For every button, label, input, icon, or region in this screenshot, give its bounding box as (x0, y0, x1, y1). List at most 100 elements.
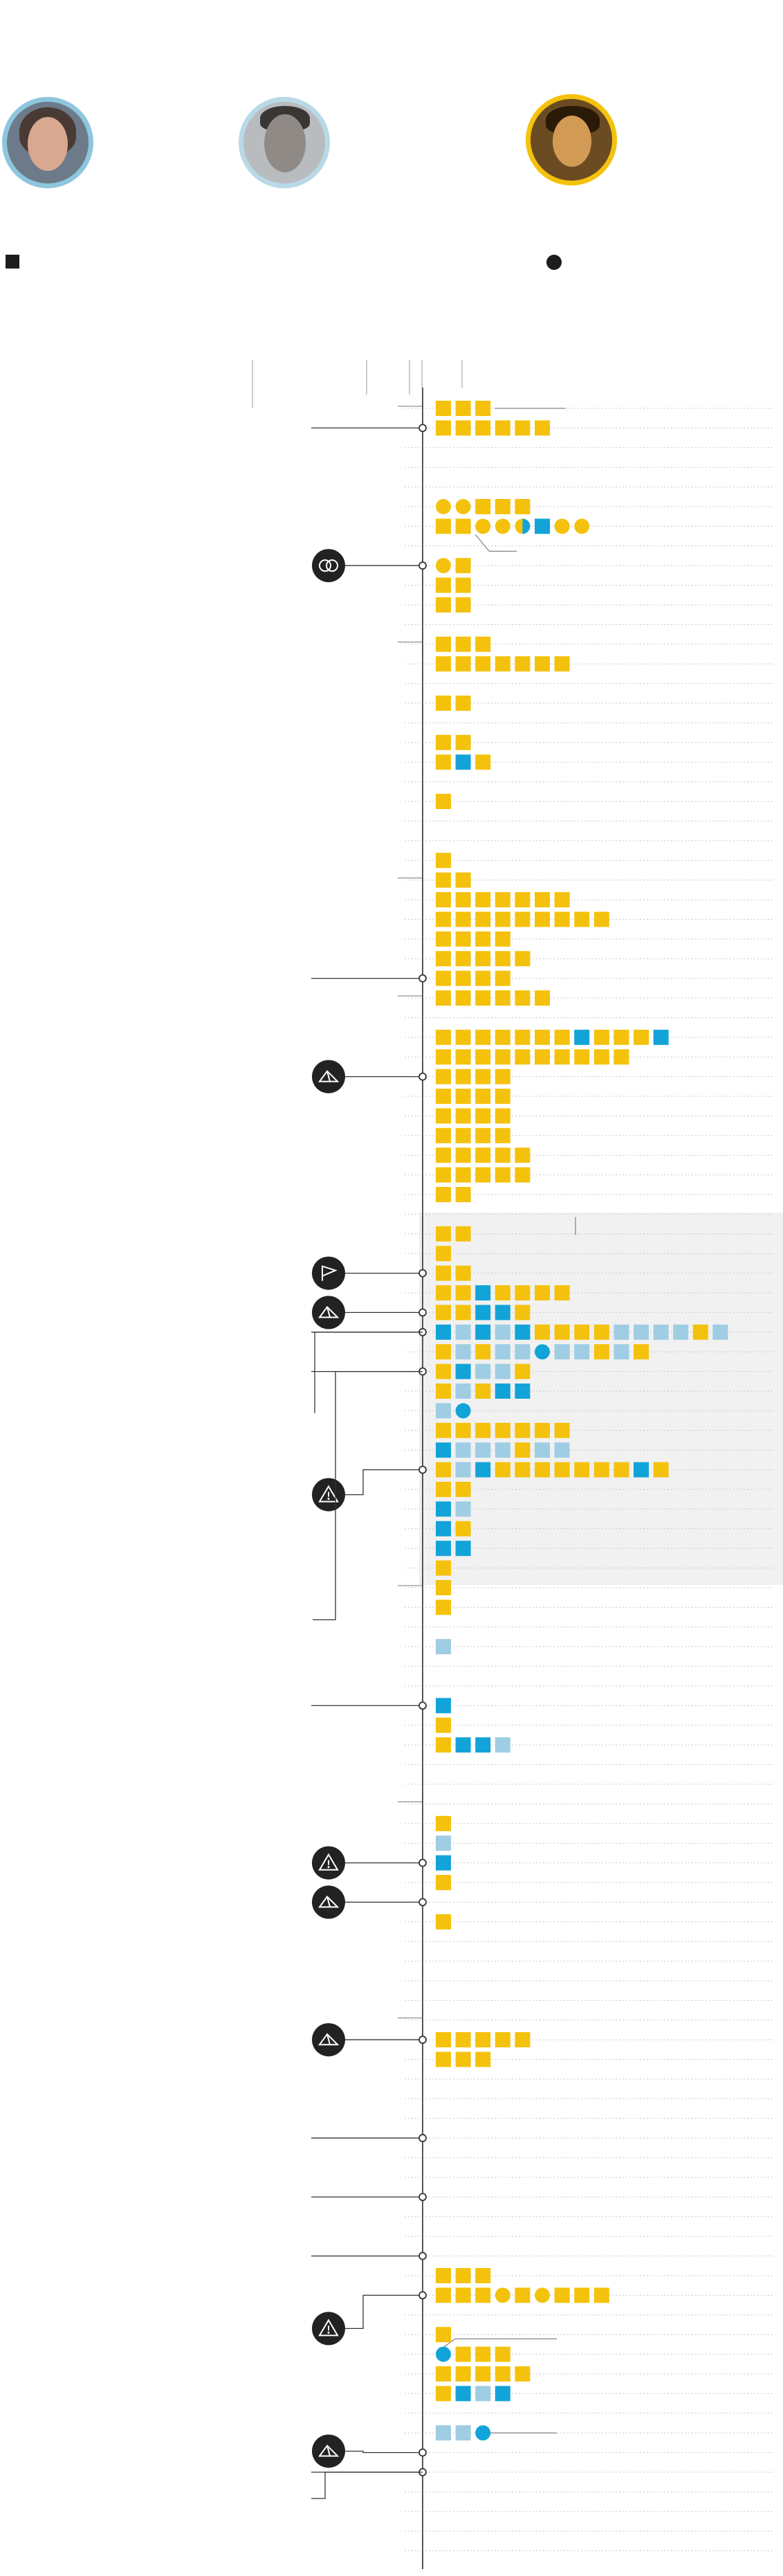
data-mark-square (475, 499, 491, 514)
data-mark-square (634, 1344, 649, 1360)
data-mark-square (436, 1855, 451, 1871)
data-mark-square (554, 1442, 570, 1458)
data-mark-square (436, 2287, 451, 2303)
data-mark-square (554, 1285, 570, 1300)
event-node (418, 1701, 427, 1710)
data-mark-square (436, 696, 451, 711)
data-mark-square (436, 1285, 451, 1300)
tent-glyph (318, 2033, 340, 2046)
data-mark-square (455, 1127, 471, 1143)
data-mark-circle (535, 2287, 550, 2303)
data-mark-square (436, 1639, 451, 1655)
data-mark-square (574, 1324, 590, 1340)
data-mark-square (455, 2268, 471, 2283)
data-mark-square (515, 990, 531, 1006)
data-mark-square (653, 1029, 669, 1045)
data-mark-square (535, 911, 550, 927)
data-mark-square (535, 1285, 550, 1300)
data-mark-square (455, 872, 471, 888)
data-mark-square (495, 1148, 510, 1163)
data-mark-square (574, 911, 590, 927)
data-mark-square (495, 2366, 510, 2382)
data-mark-square (455, 1148, 471, 1163)
event-connector (344, 2294, 423, 2330)
data-mark-square (515, 1029, 531, 1045)
data-mark-square (436, 970, 451, 986)
data-mark-square (436, 1875, 451, 1890)
data-mark-square (495, 2032, 510, 2048)
data-mark-square (475, 1108, 491, 1124)
data-mark-square (495, 1089, 510, 1104)
flag-glyph (322, 1265, 338, 1281)
data-mark-square (436, 1167, 451, 1183)
data-mark-square (515, 1442, 531, 1458)
data-mark-square (515, 892, 531, 907)
data-mark-square (495, 656, 510, 672)
data-mark-square (455, 1167, 471, 1183)
legend-circle-marker (546, 255, 562, 270)
data-mark-square (495, 499, 510, 514)
data-mark-square (436, 1305, 451, 1321)
data-mark-square (455, 636, 471, 652)
data-mark-square (436, 1403, 451, 1419)
data-mark-square (475, 990, 491, 1006)
data-mark-square (535, 1442, 550, 1458)
data-mark-circle (475, 518, 491, 534)
data-mark-square (475, 2268, 491, 2283)
data-mark-square (515, 2287, 531, 2303)
data-mark-square (574, 1049, 590, 1065)
data-mark-square (436, 794, 451, 809)
data-mark-square (574, 1344, 590, 1360)
data-mark-square (554, 892, 570, 907)
data-mark-square (614, 1029, 629, 1045)
event-node (418, 2193, 427, 2202)
data-mark-square (495, 1363, 510, 1379)
data-mark-square (436, 2268, 451, 2283)
data-mark-square (673, 1324, 689, 1340)
event-node (418, 1269, 427, 1278)
event-node (418, 2035, 427, 2044)
data-mark-square (455, 2366, 471, 2382)
data-mark-square (475, 1029, 491, 1045)
data-mark-square (455, 2386, 471, 2402)
data-mark-square (515, 1363, 531, 1379)
data-mark-square (535, 990, 550, 1006)
data-mark-square (475, 1167, 491, 1183)
portrait-middle (239, 97, 330, 188)
event-node (418, 2134, 427, 2143)
data-mark-square (653, 1324, 669, 1340)
data-mark-square (436, 1717, 451, 1733)
event-connector (314, 1332, 423, 1413)
data-mark-square (475, 1148, 491, 1163)
data-mark-square (475, 2366, 491, 2382)
data-mark-square (495, 1049, 510, 1065)
data-mark-square (436, 2386, 451, 2402)
data-mark-square (475, 401, 491, 416)
data-mark-square (634, 1324, 649, 1340)
event-node (418, 424, 427, 433)
data-mark-square (495, 911, 510, 927)
data-mark-circle (495, 518, 510, 534)
data-mark-square (436, 911, 451, 927)
data-mark-square (436, 1324, 451, 1340)
data-mark-square (455, 1737, 471, 1753)
data-mark-square (593, 1462, 609, 1478)
data-mark-square (455, 1285, 471, 1300)
data-mark-square (436, 1521, 451, 1536)
data-mark-square (455, 1324, 471, 1340)
data-mark-square (455, 1069, 471, 1085)
data-mark-square (436, 754, 451, 770)
data-mark-square (455, 1384, 471, 1399)
data-mark-square (436, 2366, 451, 2382)
data-mark-square (455, 1265, 471, 1281)
data-mark-square (455, 2425, 471, 2441)
data-mark-square (475, 951, 491, 967)
data-mark-square (593, 1029, 609, 1045)
warning-glyph (327, 2331, 330, 2334)
data-mark-square (495, 420, 510, 436)
data-mark-square (455, 2346, 471, 2362)
data-mark-square (535, 1462, 550, 1478)
data-mark-square (634, 1462, 649, 1478)
tent-glyph (318, 2445, 340, 2457)
data-mark-square (455, 892, 471, 907)
